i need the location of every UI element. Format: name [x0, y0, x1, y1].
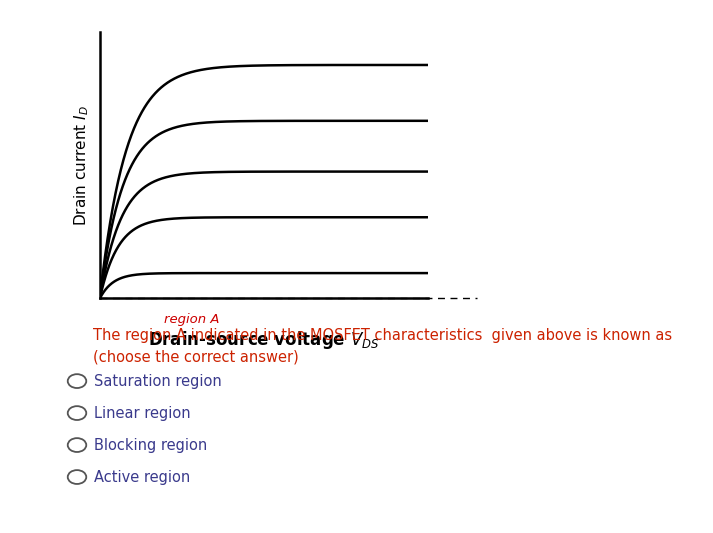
Text: Saturation region: Saturation region [94, 374, 222, 389]
Text: Blocking region: Blocking region [94, 438, 207, 453]
Y-axis label: Drain current $I_D$: Drain current $I_D$ [73, 105, 91, 225]
Text: Active region: Active region [94, 470, 190, 484]
X-axis label: Drain-source voltage $V_{DS}$: Drain-source voltage $V_{DS}$ [148, 329, 379, 351]
Text: region A: region A [164, 313, 220, 326]
Text: (choose the correct answer): (choose the correct answer) [93, 349, 299, 364]
Text: The region A indicated in the MOSFET characteristics  given above is known as: The region A indicated in the MOSFET cha… [93, 328, 672, 343]
Text: Linear region: Linear region [94, 406, 191, 421]
